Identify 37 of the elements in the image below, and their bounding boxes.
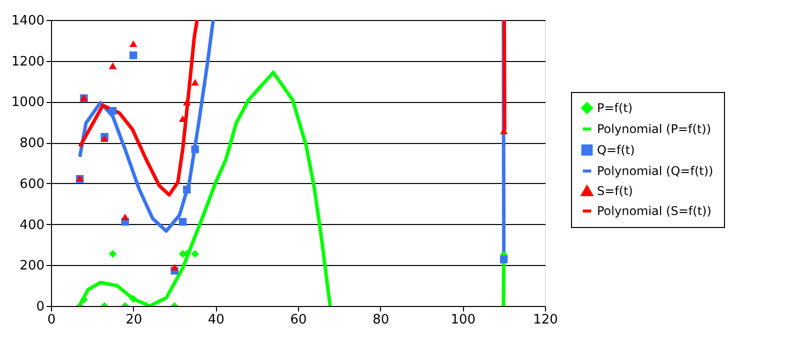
y-tick-label: 400 — [20, 218, 44, 233]
point — [182, 98, 191, 106]
legend-label: Polynomial (S=f(t)) — [597, 204, 712, 218]
y-tick-label: 600 — [20, 176, 44, 192]
x-tick-label: 60 — [290, 312, 307, 328]
x-tick-label: 100 — [450, 312, 476, 328]
legend-label: S=f(t) — [597, 184, 633, 198]
x-tick-label: 120 — [533, 312, 558, 328]
point — [170, 264, 178, 271]
y-tick-label: 200 — [20, 258, 44, 274]
point — [108, 107, 117, 115]
x-tick-label: 0 — [47, 312, 56, 328]
legend-label: P=f(t) — [597, 101, 633, 115]
point — [191, 145, 199, 154]
point — [129, 51, 138, 60]
point — [108, 62, 117, 70]
point — [191, 250, 199, 258]
point — [129, 294, 138, 303]
y-tick-label: 1400 — [11, 14, 44, 28]
y-tick-label: 800 — [20, 136, 44, 152]
point — [500, 256, 508, 264]
y-tick-label: 0 — [36, 300, 44, 314]
point — [121, 214, 129, 220]
point — [108, 250, 117, 258]
legend-label: Q=f(t) — [597, 143, 635, 157]
legend-label: Polynomial (Q=f(t)) — [597, 164, 714, 178]
point — [129, 40, 138, 48]
x-tick-label: 40 — [208, 312, 224, 328]
x-tick-label: 80 — [372, 312, 390, 328]
x-tick-label: 20 — [126, 312, 142, 328]
legend-label: Polynomial (P=f(t)) — [597, 122, 712, 136]
y-tick-label: 1000 — [11, 95, 44, 110]
point — [191, 78, 199, 86]
y-tick-label: 1200 — [11, 54, 44, 70]
point — [178, 218, 187, 226]
point — [100, 135, 108, 142]
point — [182, 186, 191, 194]
